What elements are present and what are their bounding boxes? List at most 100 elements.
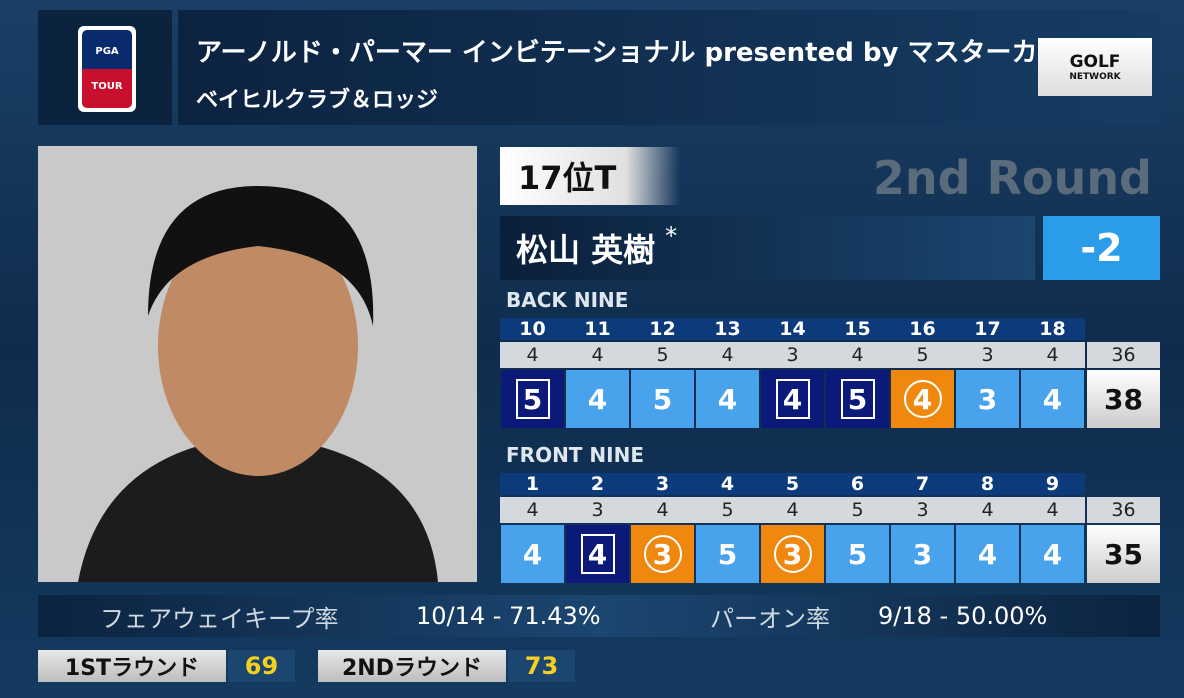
hole-score: 3 <box>977 382 998 416</box>
hole-cell: 4 <box>566 370 629 428</box>
tour-text: TOUR <box>91 81 123 92</box>
hole-number: 5 <box>760 473 825 495</box>
hole-cell: 3 <box>631 525 694 583</box>
logo-box: PGA TOUR <box>38 10 172 125</box>
hole-cell: 4 <box>761 370 824 428</box>
hole-cell: 5 <box>826 525 889 583</box>
hole-cell: 3 <box>891 525 954 583</box>
network-logo-network: NETWORK <box>1069 72 1121 82</box>
hole-par: 3 <box>890 497 955 523</box>
hole-cell: 4 <box>566 525 629 583</box>
hole-par: 5 <box>825 497 890 523</box>
total-score: -2 <box>1043 216 1160 280</box>
hole-cell: 5 <box>696 525 759 583</box>
hole-cell: 5 <box>631 370 694 428</box>
network-logo-golf: GOLF <box>1069 52 1121 72</box>
event-title: アーノルド・パーマー インビテーショナル presented by マスターカー… <box>196 38 1090 68</box>
round-label: 1STラウンド <box>38 650 226 682</box>
hole-par: 5 <box>890 342 955 368</box>
score-total: 38 <box>1087 370 1160 428</box>
hole-number: 9 <box>1020 473 1085 495</box>
position: 17位T <box>500 147 680 205</box>
hole-par: 4 <box>955 497 1020 523</box>
hole-par: 3 <box>760 342 825 368</box>
hole-par: 4 <box>825 342 890 368</box>
hole-cell: 4 <box>891 370 954 428</box>
hole-score: 4 <box>587 382 608 416</box>
stat-label: パーオン率 <box>710 604 830 633</box>
hole-par: 4 <box>760 497 825 523</box>
hole-score: 4 <box>1042 537 1063 571</box>
hole-number: 10 <box>500 318 565 340</box>
stat-label: フェアウェイキープ率 <box>100 604 339 633</box>
hole-score: 4 <box>717 382 738 416</box>
hole-par: 5 <box>695 497 760 523</box>
hole-cell: 4 <box>501 525 564 583</box>
hole-cell: 3 <box>761 525 824 583</box>
hole-number: 14 <box>760 318 825 340</box>
stat-value: 10/14 - 71.43% <box>416 602 601 630</box>
pga-badge: PGA TOUR <box>82 30 132 108</box>
hole-cell: 4 <box>1021 525 1084 583</box>
hole-score: 5 <box>652 382 673 416</box>
hole-cell: 4 <box>956 525 1019 583</box>
hole-par: 4 <box>565 342 630 368</box>
hole-score: 4 <box>522 537 543 571</box>
hole-number: 15 <box>825 318 890 340</box>
hole-number: 8 <box>955 473 1020 495</box>
par-total: 36 <box>1087 342 1160 368</box>
hole-number: 2 <box>565 473 630 495</box>
hole-score: 4 <box>775 379 810 419</box>
hole-par: 4 <box>1020 342 1085 368</box>
hole-cell: 4 <box>1021 370 1084 428</box>
hole-cell: 4 <box>696 370 759 428</box>
hole-number: 16 <box>890 318 955 340</box>
pga-text: PGA <box>95 46 119 57</box>
hole-cell: 3 <box>956 370 1019 428</box>
hole-number: 4 <box>695 473 760 495</box>
stats-bar: フェアウェイキープ率 10/14 - 71.43% パーオン率 9/18 - 5… <box>38 595 1160 637</box>
hole-number: 12 <box>630 318 695 340</box>
hole-score: 5 <box>847 537 868 571</box>
stat-value: 9/18 - 50.00% <box>878 602 1048 630</box>
hole-par: 4 <box>630 497 695 523</box>
score-total: 35 <box>1087 525 1160 583</box>
hole-par: 3 <box>565 497 630 523</box>
round-label: 2NDラウンド <box>318 650 506 682</box>
hole-number: 18 <box>1020 318 1085 340</box>
nine-label: FRONT NINE <box>506 443 644 467</box>
hole-number: 6 <box>825 473 890 495</box>
hole-par: 4 <box>500 342 565 368</box>
player-mark: * <box>665 222 678 250</box>
pga-logo: PGA TOUR <box>78 26 136 112</box>
network-logo: GOLF NETWORK <box>1038 38 1152 96</box>
hole-score: 5 <box>717 537 738 571</box>
hole-cell: 5 <box>501 370 564 428</box>
hole-par: 4 <box>500 497 565 523</box>
hole-score: 5 <box>840 379 875 419</box>
round-score: 73 <box>508 650 575 682</box>
hole-number: 3 <box>630 473 695 495</box>
hole-score: 4 <box>903 380 942 418</box>
round-label: 2nd Round <box>872 151 1152 205</box>
hole-number: 17 <box>955 318 1020 340</box>
hole-score: 4 <box>1042 382 1063 416</box>
round-score: 69 <box>228 650 295 682</box>
nine-label: BACK NINE <box>506 288 629 312</box>
hole-cell: 5 <box>826 370 889 428</box>
hole-number: 7 <box>890 473 955 495</box>
hole-number: 1 <box>500 473 565 495</box>
player-photo <box>38 146 477 582</box>
hole-score: 4 <box>580 534 615 574</box>
hole-score: 4 <box>977 537 998 571</box>
player-name: 松山 英樹 <box>516 231 656 269</box>
hole-number: 13 <box>695 318 760 340</box>
hole-score: 5 <box>515 379 550 419</box>
name-bar: 松山 英樹 * <box>500 216 1035 280</box>
hole-score: 3 <box>643 535 682 573</box>
hole-score: 3 <box>912 537 933 571</box>
hole-par: 4 <box>695 342 760 368</box>
hole-par: 3 <box>955 342 1020 368</box>
header-bar: アーノルド・パーマー インビテーショナル presented by マスターカー… <box>178 10 1160 125</box>
